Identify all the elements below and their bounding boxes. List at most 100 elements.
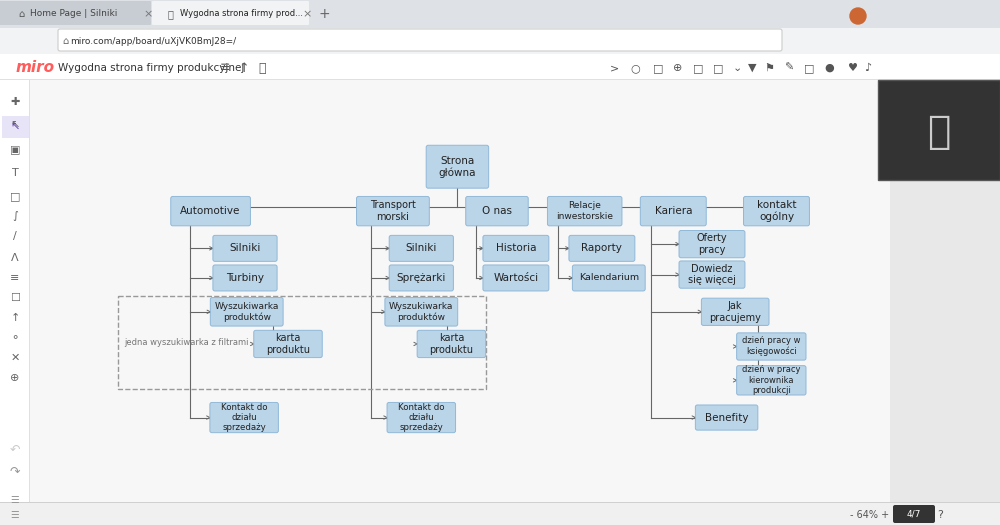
FancyBboxPatch shape	[737, 365, 806, 395]
Text: Turbiny: Turbiny	[226, 273, 264, 283]
Text: □: □	[10, 191, 20, 201]
Text: Wyszukiwarka
produktów: Wyszukiwarka produktów	[389, 302, 453, 322]
Text: ↶: ↶	[10, 444, 20, 457]
Bar	[30, 80, 890, 503]
Text: Strona
główna: Strona główna	[439, 155, 476, 178]
Text: ●: ●	[824, 63, 834, 73]
FancyBboxPatch shape	[569, 235, 635, 261]
Bar	[0, 28, 1000, 54]
Text: Dowiedz
się więcej: Dowiedz się więcej	[688, 264, 736, 286]
FancyBboxPatch shape	[679, 230, 745, 258]
Text: Oferty
pracy: Oferty pracy	[697, 233, 727, 255]
FancyBboxPatch shape	[426, 145, 489, 188]
Bar	[0, 502, 1000, 503]
Text: □: □	[713, 63, 724, 73]
Text: ▣: ▣	[10, 145, 20, 155]
Text: ?: ?	[937, 510, 943, 520]
Text: Automotive: Automotive	[180, 206, 241, 216]
Text: Wygodna strona firmy produkcyjnej: Wygodna strona firmy produkcyjnej	[58, 63, 244, 73]
Text: ✚: ✚	[10, 97, 20, 107]
FancyBboxPatch shape	[385, 298, 458, 326]
FancyBboxPatch shape	[58, 29, 782, 51]
Text: O nas: O nas	[482, 206, 512, 216]
FancyBboxPatch shape	[744, 196, 809, 226]
Bar	[0, 54, 1000, 80]
Text: 🛡: 🛡	[168, 9, 174, 19]
Text: ♥: ♥	[848, 63, 858, 73]
Bar	[878, 80, 1000, 180]
FancyBboxPatch shape	[0, 1, 151, 25]
Text: ☰: ☰	[11, 510, 19, 520]
Text: ✎: ✎	[784, 63, 793, 73]
Text: Kontakt do
działu
sprzedaży: Kontakt do działu sprzedaży	[221, 403, 267, 433]
Text: Transport
morski: Transport morski	[370, 201, 416, 222]
Circle shape	[850, 8, 866, 24]
Text: 🔍: 🔍	[258, 61, 266, 75]
Text: Wartości: Wartości	[493, 273, 538, 283]
Text: ⌂: ⌂	[18, 9, 24, 19]
Text: Λ: Λ	[11, 253, 19, 263]
FancyBboxPatch shape	[737, 333, 806, 360]
Text: ⊕: ⊕	[673, 63, 682, 73]
FancyBboxPatch shape	[213, 235, 277, 261]
FancyBboxPatch shape	[547, 196, 622, 226]
FancyBboxPatch shape	[210, 298, 283, 326]
Text: ☐: ☐	[10, 293, 20, 303]
Text: ×: ×	[302, 9, 312, 19]
Text: Relacje
inwestorskie: Relacje inwestorskie	[556, 202, 613, 221]
Text: +: +	[318, 7, 330, 21]
Text: - 64% +: - 64% +	[850, 510, 890, 520]
FancyBboxPatch shape	[640, 196, 706, 226]
FancyBboxPatch shape	[679, 261, 745, 288]
Text: ⌂: ⌂	[62, 36, 68, 46]
Text: karta
produktu: karta produktu	[266, 333, 310, 355]
Text: Kontakt do
działu
sprzedaży: Kontakt do działu sprzedaży	[398, 403, 445, 433]
Text: ⚬: ⚬	[10, 333, 20, 343]
Bar	[0, 503, 1000, 525]
Bar	[2, 116, 29, 138]
Text: □: □	[653, 63, 664, 73]
Bar	[118, 296, 486, 389]
Text: Silniki: Silniki	[229, 244, 261, 254]
Text: jedna wyszukiwarka z filtrami: jedna wyszukiwarka z filtrami	[124, 338, 248, 346]
FancyBboxPatch shape	[389, 265, 453, 291]
Text: ×: ×	[143, 9, 153, 19]
Text: ≡: ≡	[220, 61, 230, 75]
FancyBboxPatch shape	[213, 265, 277, 291]
Bar	[0, 80, 30, 525]
Text: ↑: ↑	[238, 61, 248, 75]
Text: □: □	[804, 63, 814, 73]
FancyBboxPatch shape	[417, 330, 486, 358]
Text: dzień w pracy
kierownika
produkcji: dzień w pracy kierownika produkcji	[742, 365, 801, 395]
FancyBboxPatch shape	[152, 1, 309, 25]
Text: Sprężarki: Sprężarki	[397, 273, 446, 283]
FancyBboxPatch shape	[171, 196, 250, 226]
FancyBboxPatch shape	[254, 330, 322, 358]
FancyBboxPatch shape	[483, 265, 549, 291]
Text: ↖: ↖	[10, 121, 20, 131]
FancyBboxPatch shape	[483, 235, 549, 261]
FancyBboxPatch shape	[466, 196, 528, 226]
FancyBboxPatch shape	[387, 403, 456, 433]
Text: miro: miro	[16, 60, 55, 76]
Text: Kalendarium: Kalendarium	[579, 274, 639, 282]
Text: Silniki: Silniki	[406, 244, 437, 254]
Text: Kariera: Kariera	[655, 206, 692, 216]
Text: ≡: ≡	[10, 273, 20, 283]
Text: ▼: ▼	[748, 63, 757, 73]
Text: Benefity: Benefity	[705, 413, 748, 423]
Text: ○: ○	[630, 63, 640, 73]
Text: Raporty: Raporty	[581, 244, 622, 254]
Text: 👤: 👤	[927, 113, 951, 151]
Text: ↖: ↖	[10, 123, 20, 133]
FancyBboxPatch shape	[572, 265, 645, 291]
Text: Wyszukiwarka
produktów: Wyszukiwarka produktów	[215, 302, 279, 322]
Text: ⊕: ⊕	[10, 373, 20, 383]
Text: karta
produktu: karta produktu	[429, 333, 473, 355]
FancyBboxPatch shape	[893, 505, 935, 523]
Text: ↑: ↑	[10, 313, 20, 323]
Text: ✕: ✕	[10, 353, 20, 363]
Text: Jak
pracujemy: Jak pracujemy	[709, 301, 761, 322]
Text: >: >	[610, 63, 619, 73]
Text: ♪: ♪	[864, 63, 871, 73]
